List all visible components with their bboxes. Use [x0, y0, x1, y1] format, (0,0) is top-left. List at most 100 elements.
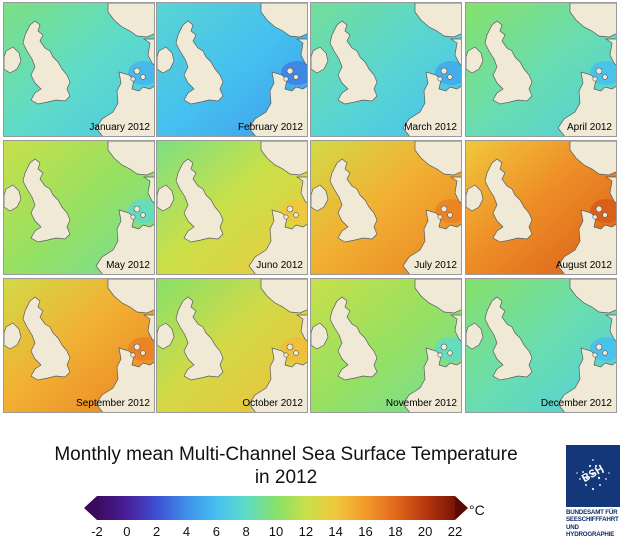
bsh-logo-line: BUNDESAMT FÜR	[566, 509, 618, 516]
colorbar-ticks: -2 0 2 4 6 8 10 12 14 16 18 20 22	[0, 524, 560, 544]
land	[260, 279, 307, 314]
land	[175, 158, 224, 243]
sst-map	[466, 3, 616, 136]
colorbar-tick-label: 14	[328, 524, 343, 539]
month-label: November 2012	[385, 398, 457, 409]
land	[329, 296, 378, 381]
land	[142, 176, 154, 204]
land	[466, 46, 484, 74]
sst-map	[4, 3, 154, 136]
land	[311, 322, 329, 350]
land	[248, 71, 307, 136]
colorbar-tick-label: 22	[447, 524, 463, 539]
land	[311, 184, 329, 212]
land	[4, 46, 22, 74]
land	[402, 209, 461, 274]
bsh-logo-line: UND	[566, 523, 579, 531]
land	[329, 158, 378, 243]
colorbar-unit: °C	[469, 502, 485, 518]
sst-map	[311, 141, 461, 274]
land	[414, 141, 461, 176]
sst-map	[311, 3, 461, 136]
month-label: April 2012	[566, 122, 612, 133]
land	[107, 279, 154, 314]
bsh-logo-line: SEESCHIFFFAHRT	[566, 516, 619, 524]
month-panel: April 2012	[465, 2, 617, 137]
land	[569, 279, 616, 314]
land	[414, 279, 461, 314]
colorbar-tick-label: 20	[417, 524, 433, 539]
land	[329, 20, 378, 105]
land	[449, 314, 461, 342]
month-label: August 2012	[555, 260, 612, 271]
land	[569, 3, 616, 38]
land	[295, 314, 307, 342]
land	[142, 38, 154, 66]
month-panel: October 2012	[156, 278, 308, 413]
land	[449, 176, 461, 204]
sst-map	[311, 279, 461, 412]
month-panel: September 2012	[3, 278, 155, 413]
land	[175, 20, 224, 105]
land	[22, 20, 71, 105]
land	[449, 38, 461, 66]
colorbar-tick-label: 2	[153, 524, 161, 539]
land	[311, 46, 329, 74]
month-label: March 2012	[404, 122, 457, 133]
land	[107, 141, 154, 176]
title-line-1: Monthly mean Multi-Channel Sea Surface T…	[54, 444, 518, 465]
land	[569, 141, 616, 176]
month-panel: July 2012	[310, 140, 462, 275]
sst-map	[157, 3, 307, 136]
land	[557, 209, 616, 274]
month-panel: March 2012	[310, 2, 462, 137]
land	[175, 296, 224, 381]
colorbar-tick-label: -2	[91, 524, 103, 539]
land	[466, 184, 484, 212]
land	[157, 184, 175, 212]
month-panel: February 2012	[156, 2, 308, 137]
land	[484, 158, 533, 243]
land	[260, 3, 307, 38]
month-panel: December 2012	[465, 278, 617, 413]
colorbar-tick-label: 4	[182, 524, 191, 539]
bsh-logo-letters: BSH	[580, 463, 606, 485]
sst-map	[466, 141, 616, 274]
colorbar-tick-label: 12	[298, 524, 314, 539]
sst-map	[4, 279, 154, 412]
title-line-2: in 2012	[254, 467, 318, 488]
sst-map	[157, 141, 307, 274]
colorbar-tick-label: 8	[242, 524, 250, 539]
land	[95, 347, 154, 412]
sst-map	[157, 279, 307, 412]
bsh-logo-line: HYDROGRAPHIE	[566, 531, 615, 539]
land	[157, 46, 175, 74]
month-label: May 2012	[106, 260, 150, 271]
land	[557, 347, 616, 412]
colorbar-tick-label: 10	[268, 524, 284, 539]
bsh-logo: BSH BUNDESAMT FÜR SEESCHIFFFAHRT UND HYD…	[566, 445, 620, 547]
colorbar-tick-label: 16	[358, 524, 373, 539]
month-label: February 2012	[237, 122, 303, 133]
monthly-sst-map-grid: January 2012 February 2012 March 2012 April…	[3, 2, 617, 413]
land	[260, 141, 307, 176]
month-panel: January 2012	[3, 2, 155, 137]
land	[295, 176, 307, 204]
month-label: July 2012	[414, 260, 457, 271]
colorbar-tick-label: 0	[123, 524, 131, 539]
month-panel: August 2012	[465, 140, 617, 275]
figure-title: Monthly mean Multi-Channel Sea Surface T…	[0, 443, 572, 489]
colorbar-gradient	[97, 496, 455, 520]
colorbar-tick-label: 6	[212, 524, 220, 539]
land	[484, 296, 533, 381]
land	[604, 176, 616, 204]
month-label: Juno 2012	[256, 260, 303, 271]
sst-map	[466, 279, 616, 412]
colorbar-high-arrow	[455, 496, 468, 520]
land	[4, 184, 22, 212]
land	[22, 158, 71, 243]
bsh-logo-mark: BSH	[566, 445, 620, 507]
land	[557, 71, 616, 136]
colorbar-tick-label: 18	[388, 524, 403, 539]
month-label: October 2012	[242, 398, 303, 409]
